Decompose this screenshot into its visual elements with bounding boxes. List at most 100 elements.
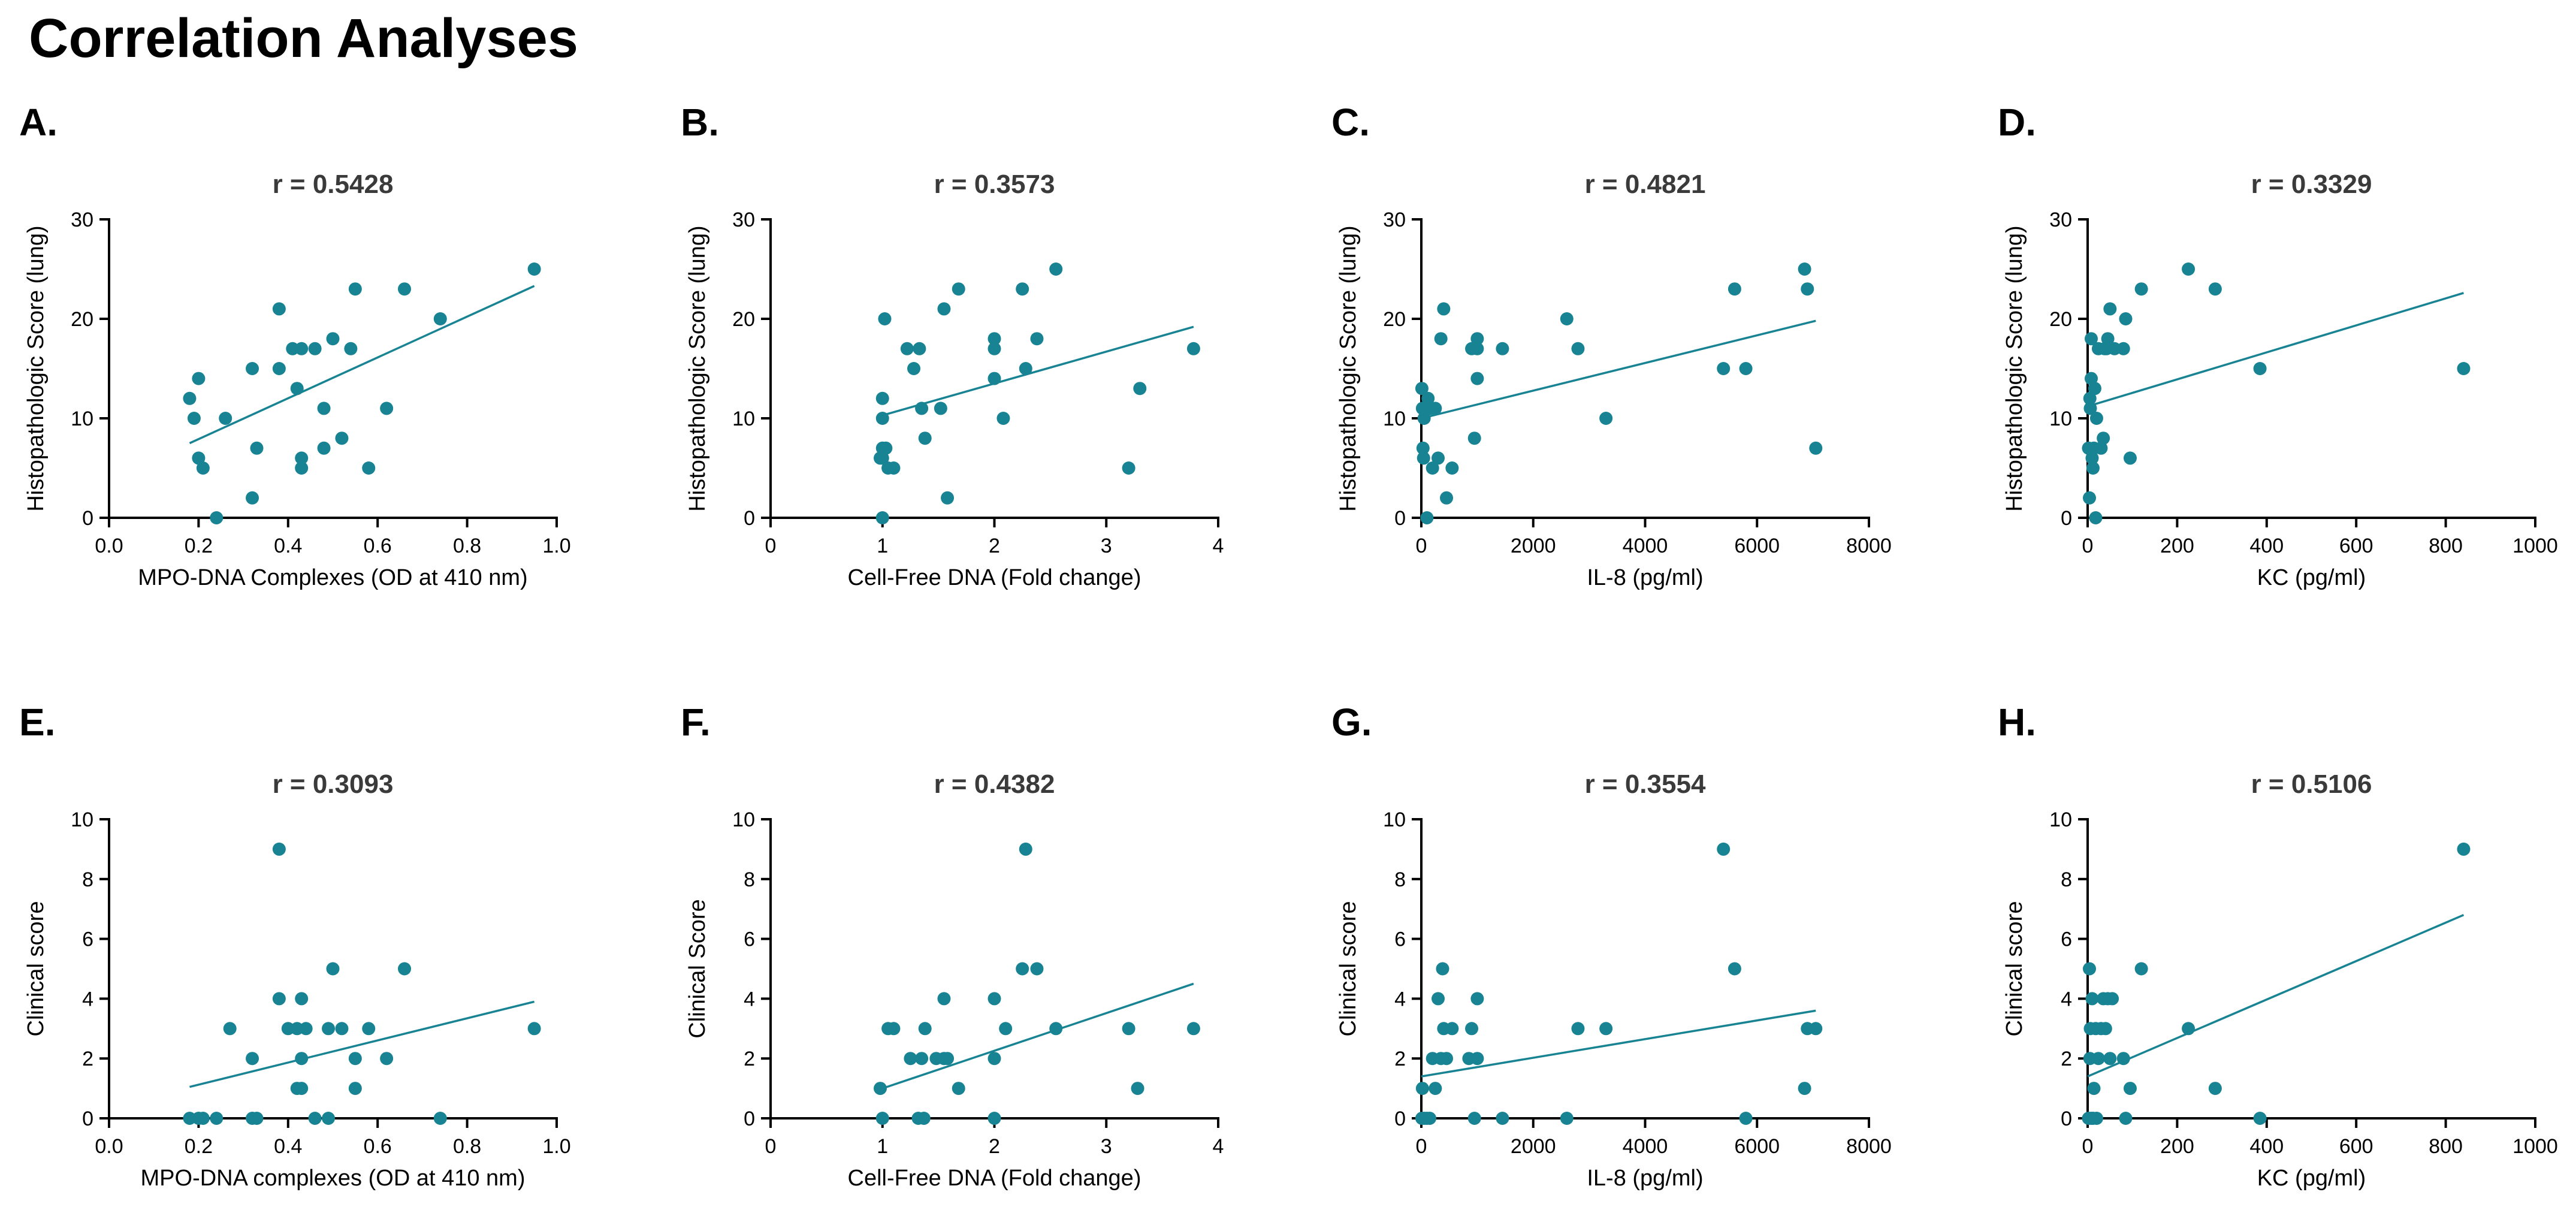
data-point [246, 491, 259, 505]
x-tick-label: 2 [989, 535, 1000, 557]
regression-line [882, 325, 1194, 417]
data-point [2084, 372, 2098, 385]
data-point [1186, 1022, 1200, 1036]
data-point [2082, 962, 2096, 976]
data-point [2091, 1052, 2105, 1066]
x-axis-title: IL-8 (pg/ml) [1587, 1166, 1703, 1191]
data-point [1417, 451, 1430, 465]
data-point [1809, 441, 1823, 455]
figure-title: Correlation Analyses [29, 8, 578, 69]
y-axis-title: Clinical score [2002, 901, 2027, 1037]
x-tick-label: 8000 [1846, 1135, 1892, 1158]
data-point [433, 1112, 447, 1125]
x-tick-label: 2000 [1511, 1135, 1556, 1158]
x-tick-label: 0.4 [274, 1135, 302, 1158]
data-point [1417, 412, 1431, 425]
x-tick-label: 0.2 [185, 535, 213, 557]
data-point [875, 412, 889, 425]
data-point [1437, 302, 1451, 316]
data-point [900, 342, 914, 355]
x-tick-label: 2000 [1511, 535, 1556, 557]
x-tick-label: 0 [2082, 535, 2094, 557]
y-tick-label: 8 [82, 868, 93, 891]
regression-line [1421, 1009, 1816, 1078]
data-point [1421, 391, 1435, 405]
panel-label: F. [681, 701, 711, 744]
data-point [348, 1052, 362, 1066]
data-point [1728, 282, 1741, 296]
data-point [326, 962, 340, 976]
data-point [272, 842, 286, 856]
x-tick-label: 8000 [1846, 535, 1892, 557]
x-axis-title: IL-8 (pg/ml) [1587, 565, 1703, 590]
data-point [246, 1052, 259, 1066]
y-tick-label: 10 [2049, 408, 2072, 430]
data-point [295, 451, 309, 465]
x-tick-label: 1.0 [542, 1135, 570, 1158]
data-point [941, 1052, 955, 1066]
data-point [1801, 282, 1814, 296]
y-tick-label: 6 [82, 928, 93, 951]
data-point [1133, 382, 1147, 396]
correlation-r-label: r = 0.3093 [273, 770, 394, 799]
data-point [1440, 1052, 1454, 1066]
data-point [398, 962, 412, 976]
regression-line [2087, 292, 2464, 408]
data-point [2103, 302, 2117, 316]
y-tick-label: 30 [1383, 209, 1406, 231]
data-point [2208, 282, 2222, 296]
x-tick-label: 800 [2429, 535, 2463, 557]
data-point [1560, 312, 1574, 325]
y-tick-label: 30 [2049, 209, 2072, 231]
data-point [987, 342, 1001, 355]
data-point [1470, 1052, 1484, 1066]
x-tick-label: 400 [2249, 535, 2284, 557]
data-point [210, 511, 224, 524]
panel-a: A. r = 0.5428 0 10 20 30 0.0 0.2 0.4 0.6 0.8 1.0 MPO… [19, 101, 571, 590]
data-point [875, 451, 889, 465]
y-tick-label: 20 [1383, 308, 1406, 331]
data-point [1571, 1022, 1585, 1036]
data-point [2088, 382, 2101, 396]
panel-label: B. [681, 101, 719, 144]
correlation-r-label: r = 0.4821 [1585, 170, 1706, 199]
data-point [2123, 1082, 2137, 1096]
x-tick-label: 0.2 [185, 1135, 213, 1158]
data-point [1030, 962, 1044, 976]
panel-label: G. [1331, 701, 1372, 744]
data-point [875, 1112, 889, 1125]
data-point [219, 412, 232, 425]
data-point [2134, 962, 2148, 976]
x-tick-label: 2 [989, 1135, 1000, 1158]
x-tick-label: 0.6 [364, 1135, 392, 1158]
data-point [2098, 1022, 2112, 1036]
correlation-r-label: r = 0.3329 [2251, 170, 2372, 199]
data-point [308, 342, 322, 355]
data-point [1728, 962, 1741, 976]
data-point [317, 441, 331, 455]
regression-line [882, 982, 1194, 1090]
x-tick-label: 0 [1416, 535, 1427, 557]
y-tick-label: 6 [744, 928, 755, 951]
data-point [1496, 1112, 1509, 1125]
data-point [1467, 432, 1481, 445]
data-point [987, 1112, 1001, 1125]
x-tick-label: 0.8 [453, 535, 481, 557]
data-point [1599, 412, 1613, 425]
y-tick-label: 10 [1383, 408, 1406, 430]
data-point [987, 992, 1001, 1006]
data-point [915, 402, 929, 415]
y-tick-label: 10 [2049, 808, 2072, 831]
data-point [322, 1112, 336, 1125]
x-tick-label: 4 [1213, 535, 1224, 557]
data-point [907, 362, 921, 375]
y-tick-label: 4 [1394, 988, 1406, 1010]
x-axis-title: Cell-Free DNA (Fold change) [848, 1166, 1141, 1191]
data-point [322, 1022, 336, 1036]
data-point [295, 1052, 309, 1066]
regression-line [2087, 914, 2465, 1078]
data-point [1445, 461, 1459, 475]
data-point [874, 1082, 887, 1096]
data-point [2083, 391, 2097, 405]
